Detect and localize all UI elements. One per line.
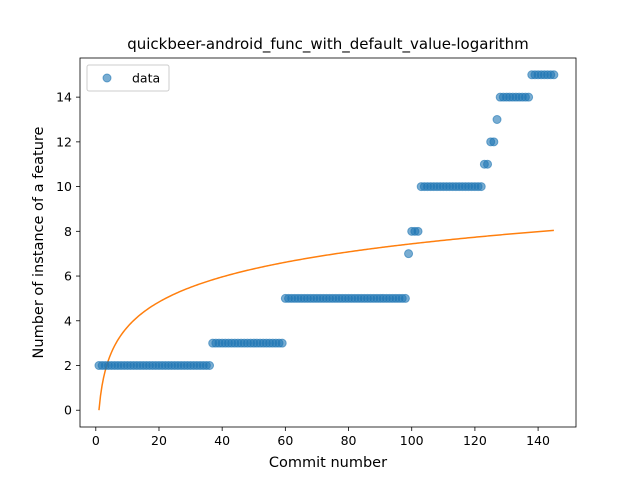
chart-title: quickbeer-android_func_with_default_valu… xyxy=(127,35,529,54)
y-tick-label: 0 xyxy=(64,403,72,418)
y-axis-label: Number of instance of a feature xyxy=(31,126,47,358)
x-tick-label: 80 xyxy=(341,433,357,448)
x-tick-label: 120 xyxy=(463,433,487,448)
y-tick-label: 8 xyxy=(64,224,72,239)
x-axis-label: Commit number xyxy=(269,455,387,471)
x-tick-label: 60 xyxy=(277,433,293,448)
x-tick-label: 0 xyxy=(92,433,100,448)
axes-frame xyxy=(79,57,577,428)
data-point xyxy=(524,92,534,102)
data-point xyxy=(489,137,499,147)
y-tick-label: 6 xyxy=(64,269,72,284)
data-point xyxy=(549,70,559,80)
data-points-layer xyxy=(94,70,559,370)
x-tick-label: 40 xyxy=(214,433,230,448)
data-point xyxy=(277,338,287,348)
fit-line xyxy=(98,229,554,411)
data-point xyxy=(400,293,410,303)
data-point xyxy=(483,159,493,169)
y-tick-label: 12 xyxy=(56,134,72,149)
x-tick-label: 140 xyxy=(526,433,550,448)
legend: data xyxy=(86,64,170,92)
data-point xyxy=(404,249,414,259)
y-tick-label: 2 xyxy=(64,358,72,373)
data-point xyxy=(476,182,486,192)
legend-marker-data xyxy=(102,73,112,83)
y-tick-label: 14 xyxy=(56,90,72,105)
data-point xyxy=(205,361,215,370)
y-axis-ticks: 0 2 4 6 8 10 12 14 xyxy=(56,90,80,418)
y-tick-label: 10 xyxy=(56,179,72,194)
legend-box xyxy=(86,64,170,92)
y-tick-label: 4 xyxy=(64,313,72,328)
x-tick-label: 20 xyxy=(151,433,167,448)
legend-label-data: data xyxy=(132,71,160,86)
data-point xyxy=(413,226,423,236)
x-tick-label: 100 xyxy=(400,433,424,448)
x-axis-ticks: 0 20 40 60 80 100 120 140 xyxy=(92,427,550,448)
fit-line-layer xyxy=(98,229,554,411)
data-point xyxy=(492,115,502,124)
